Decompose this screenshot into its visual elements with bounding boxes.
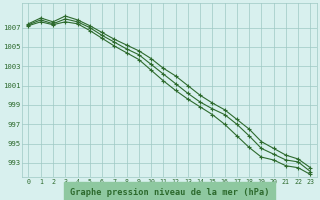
X-axis label: Graphe pression niveau de la mer (hPa): Graphe pression niveau de la mer (hPa) bbox=[70, 188, 269, 197]
